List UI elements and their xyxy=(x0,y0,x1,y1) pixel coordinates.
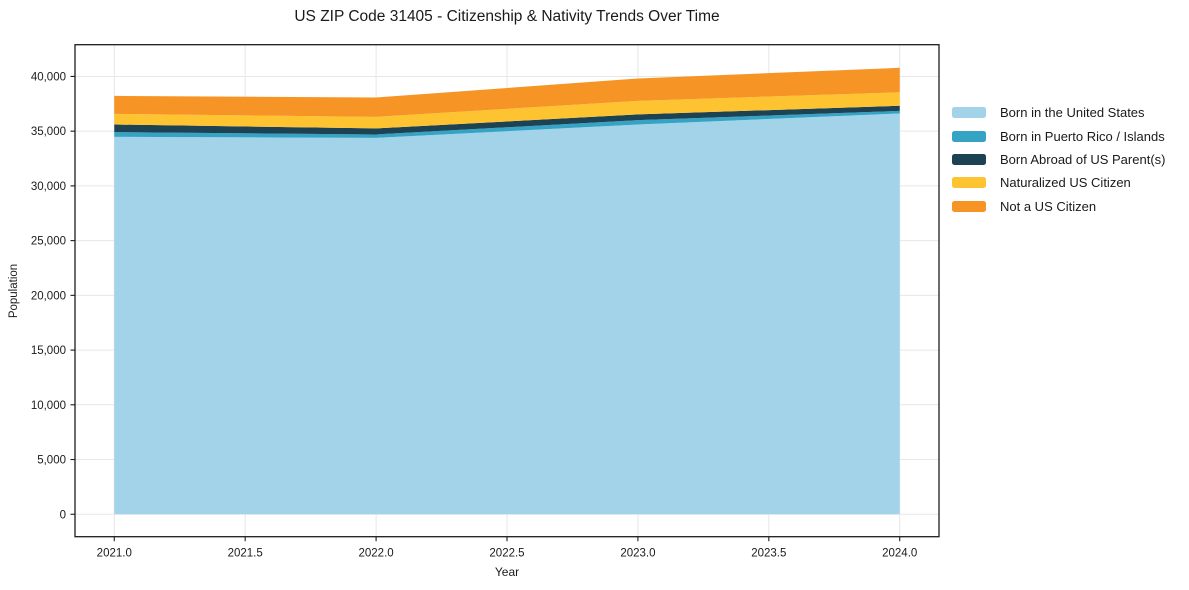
legend-item: Naturalized US Citizen xyxy=(952,171,1165,194)
y-tick-label: 15,000 xyxy=(31,345,66,357)
legend-item: Born Abroad of US Parent(s) xyxy=(952,148,1165,171)
area-series-4 xyxy=(114,67,900,117)
legend-item: Not a US Citizen xyxy=(952,195,1165,218)
legend-item: Born in the United States xyxy=(952,101,1165,124)
y-tick-label: 10,000 xyxy=(31,400,66,412)
legend-label: Born Abroad of US Parent(s) xyxy=(1000,151,1166,167)
y-tick-label: 35,000 xyxy=(31,126,66,138)
legend-swatch xyxy=(952,153,986,165)
x-tick-label: 2021.5 xyxy=(228,548,263,560)
x-tick-label: 2024.0 xyxy=(882,548,917,560)
y-axis-label: Population xyxy=(8,263,20,319)
legend-swatch xyxy=(952,107,986,119)
y-tick-label: 0 xyxy=(60,509,66,521)
area-series-2 xyxy=(114,105,900,135)
y-tick-label: 25,000 xyxy=(31,236,66,248)
legend-swatch xyxy=(952,200,986,212)
legend: Born in the United States Born in Puerto… xyxy=(952,101,1165,218)
legend-swatch xyxy=(952,130,986,142)
area-series-1 xyxy=(114,110,900,138)
legend-label: Naturalized US Citizen xyxy=(1000,175,1131,191)
legend-label: Not a US Citizen xyxy=(1000,198,1097,214)
x-tick-label: 2022.0 xyxy=(358,548,393,560)
x-tick-label: 2023.5 xyxy=(751,548,786,560)
area-series-3 xyxy=(114,92,900,129)
chart-title: US ZIP Code 31405 - Citizenship & Nativi… xyxy=(294,8,720,25)
y-tick-label: 20,000 xyxy=(31,290,66,302)
legend-item: Born in Puerto Rico / Islands xyxy=(952,124,1165,147)
x-tick-label: 2022.5 xyxy=(489,548,524,560)
legend-label: Born in Puerto Rico / Islands xyxy=(1000,128,1165,144)
legend-swatch xyxy=(952,177,986,189)
x-tick-label: 2021.0 xyxy=(97,548,132,560)
area-series-0 xyxy=(114,113,900,515)
y-tick-label: 30,000 xyxy=(31,181,66,193)
y-tick-label: 40,000 xyxy=(31,71,66,83)
x-tick-label: 2023.0 xyxy=(620,548,655,560)
y-tick-label: 5,000 xyxy=(37,455,66,467)
legend-label: Born in the United States xyxy=(1000,105,1145,121)
x-axis-label: Year xyxy=(494,565,520,579)
